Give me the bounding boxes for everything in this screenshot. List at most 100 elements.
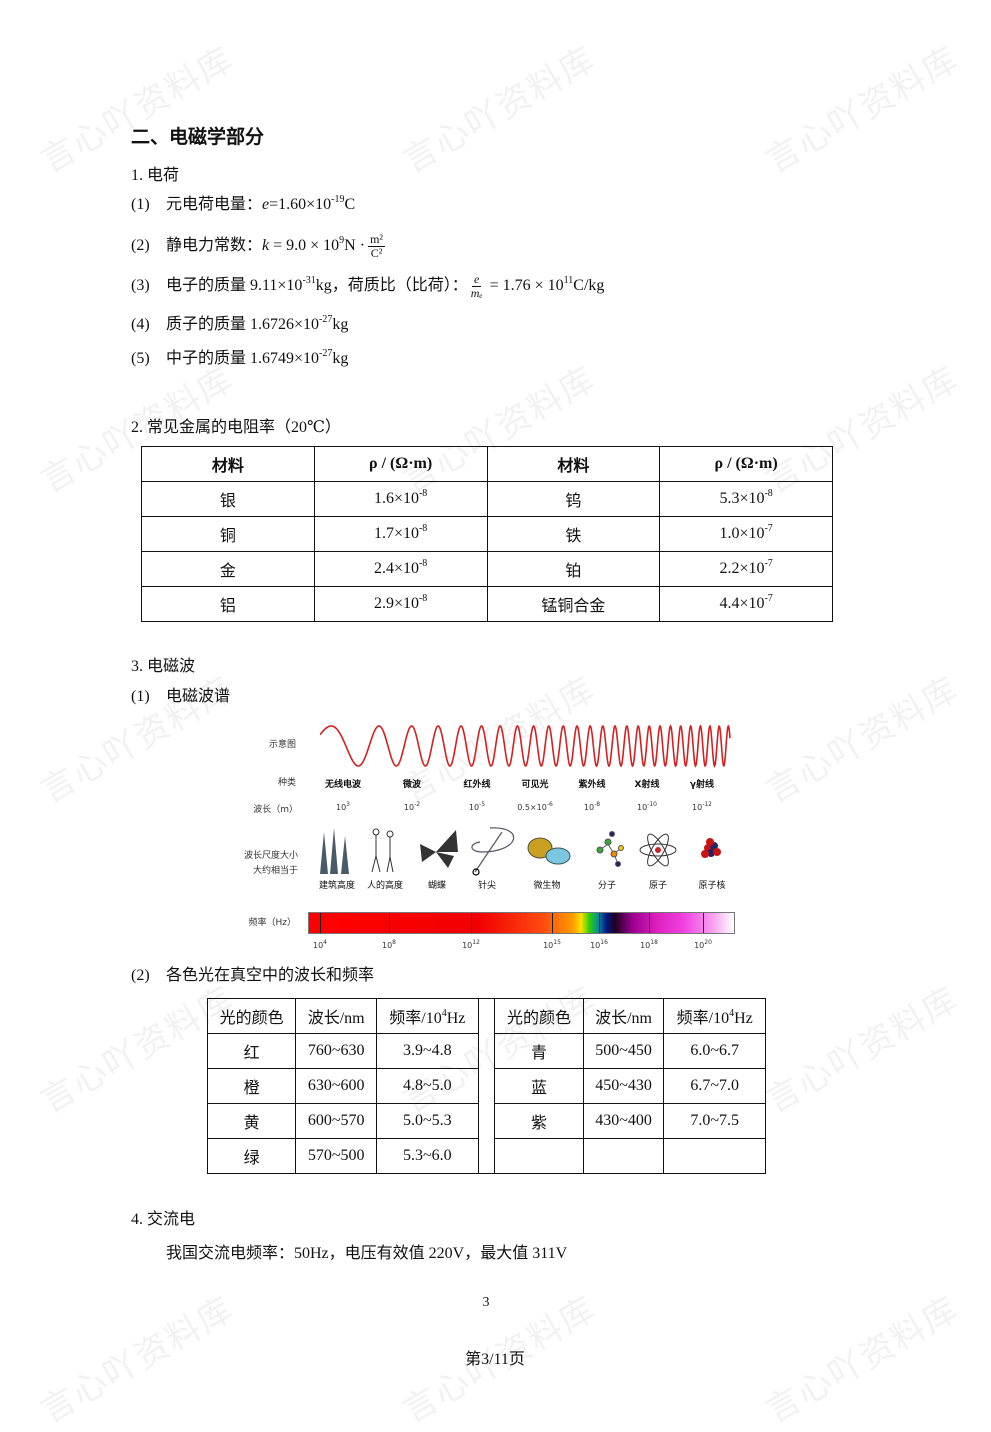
- table-cell: 4.4×10-7: [659, 586, 833, 622]
- mantissa: 10: [640, 941, 651, 950]
- microbe-icon: [527, 837, 571, 865]
- wavelength-label: 10-10: [637, 801, 657, 812]
- mantissa: 2.9×10: [373, 595, 419, 612]
- table-cell: 铜: [141, 516, 315, 552]
- table-cell: 青: [494, 1033, 584, 1069]
- table-cell: 6.0~6.7: [663, 1033, 766, 1069]
- section-heading: 二、电磁学部分: [131, 126, 265, 148]
- scale-icons: [320, 827, 721, 876]
- mantissa: 1.6×10: [373, 490, 419, 507]
- mantissa: 2.2×10: [719, 560, 765, 577]
- table-cell: 铝: [141, 586, 315, 622]
- table-cell: 500~450: [582, 1033, 665, 1069]
- table-row: 铝 2.9×10-8 锰铜合金 4.4×10-7: [141, 586, 833, 622]
- nucleus-icon: [701, 838, 721, 858]
- item-text: 元电荷电量：: [166, 196, 263, 213]
- exponent: 15: [553, 939, 561, 946]
- watermark: 言心吖资料库: [759, 978, 967, 1122]
- row-label: 示意图: [268, 740, 296, 750]
- table-gap: [477, 998, 496, 1174]
- frequency-tick-mark: [320, 913, 321, 933]
- symbol: k: [262, 237, 270, 255]
- row-label: 大约相当于: [252, 866, 298, 876]
- mantissa: 10: [312, 941, 324, 950]
- exponent: 16: [600, 939, 608, 946]
- mantissa: 10: [590, 941, 601, 950]
- table-header-row: 光的颜色 波长/nm 频率/104Hz 光的颜色 波长/nm 频率/104Hz: [206, 998, 766, 1174]
- wavelength-label: 10-8: [584, 801, 600, 812]
- table-row: 黄 600~570 5.0~5.3 紫 430~400 7.0~7.5: [206, 1103, 766, 1139]
- subsection-ac: 4. 交流电: [131, 1211, 196, 1228]
- table-cell: 6.7~7.0: [663, 1068, 766, 1104]
- humans-icon: [371, 828, 394, 873]
- exponent: -7: [764, 523, 773, 534]
- frequency-tick-mark: [389, 913, 390, 933]
- frequency-tick-label: 108: [381, 939, 396, 950]
- watermark: 言心吖资料库: [759, 38, 967, 182]
- table-cell: 1.0×10-7: [659, 516, 833, 552]
- exponent: -5: [479, 801, 486, 808]
- unit: C: [344, 196, 356, 213]
- item-number: (1): [131, 688, 150, 705]
- exponent: -8: [764, 488, 773, 499]
- item-number: (1): [131, 196, 150, 213]
- scale-object-label: 分子: [597, 881, 617, 891]
- column-header: 频率/104Hz: [376, 998, 479, 1034]
- exponent: 3: [346, 801, 351, 808]
- wave-type-label: 可见光: [521, 780, 549, 790]
- row-label: 波长（m）: [253, 805, 298, 815]
- watermark: 言心吖资料库: [759, 668, 967, 812]
- mantissa: 10: [381, 941, 393, 950]
- row-label: 种类: [277, 778, 296, 788]
- mantissa: 4.4×10: [719, 595, 765, 612]
- exponent: -27: [319, 348, 333, 359]
- column-header: ρ / (Ω·m): [313, 446, 488, 482]
- page-indicator: 第3/11页: [465, 1351, 525, 1368]
- watermark: 言心吖资料库: [396, 38, 604, 182]
- mantissa: 5.3×10: [719, 490, 765, 507]
- frequency-tick-mark: [552, 913, 553, 933]
- table-cell: [663, 1138, 766, 1174]
- table-row: 红 760~630 3.9~4.8 青 500~450 6.0~6.7: [206, 1033, 766, 1069]
- table-row: 银 1.6×10-8 钨 5.3×10-8: [141, 481, 833, 517]
- table-cell: 5.3×10-8: [659, 481, 833, 517]
- exponent: -6: [546, 801, 553, 808]
- table-cell: [494, 1138, 584, 1174]
- mantissa: 频率/10: [676, 1010, 730, 1027]
- item-text: 静电力常数：: [166, 237, 263, 255]
- wavelength-label: 10-12: [692, 801, 712, 812]
- wave-type-label: 红外线: [463, 780, 491, 790]
- unit: Hz: [446, 1010, 466, 1027]
- table-cell: 铂: [486, 551, 661, 587]
- exponent: 9: [339, 235, 345, 247]
- frequency-tick-label: 1015: [543, 939, 561, 950]
- scale-object-label: 微生物: [533, 881, 561, 891]
- list-item: (4) 质子的质量 1.6726×10-27kg: [131, 314, 348, 336]
- scale-object-label: 原子: [648, 881, 668, 891]
- scale-object-label: 蝴蝶: [427, 881, 447, 891]
- item-text: 各色光在真空中的波长和频率: [166, 967, 375, 984]
- table-cell: 银: [141, 481, 315, 517]
- table-cell: 450~430: [582, 1068, 665, 1104]
- mantissa: 10: [694, 941, 705, 950]
- column-header: 光的颜色: [494, 998, 584, 1034]
- table-row: 金 2.4×10-8 铂 2.2×10-7: [141, 551, 833, 587]
- table-cell: 金: [141, 551, 315, 587]
- frequency-tick-label: 1016: [590, 939, 608, 950]
- list-item: (1) 电磁波谱: [131, 686, 230, 708]
- column-header: 光的颜色: [206, 998, 297, 1034]
- exponent: -7: [764, 558, 773, 569]
- exponent: -19: [331, 194, 345, 205]
- table-cell: 紫: [494, 1103, 584, 1139]
- table-cell: 锰铜合金: [486, 586, 661, 622]
- column-header: 频率/104Hz: [663, 998, 766, 1034]
- frequency-color-bar: [308, 912, 735, 934]
- mantissa: 10: [543, 941, 554, 950]
- exponent: -8: [418, 593, 428, 604]
- frequency-tick-mark: [649, 913, 650, 933]
- wavelength-label: 10-2: [404, 801, 420, 812]
- ac-text: 我国交流电频率：50Hz，电压有效值 220V，最大值 311V: [166, 1245, 568, 1262]
- exponent: -27: [319, 314, 333, 325]
- mantissa: 1.0×10: [719, 525, 765, 542]
- denominator: C²: [370, 246, 383, 260]
